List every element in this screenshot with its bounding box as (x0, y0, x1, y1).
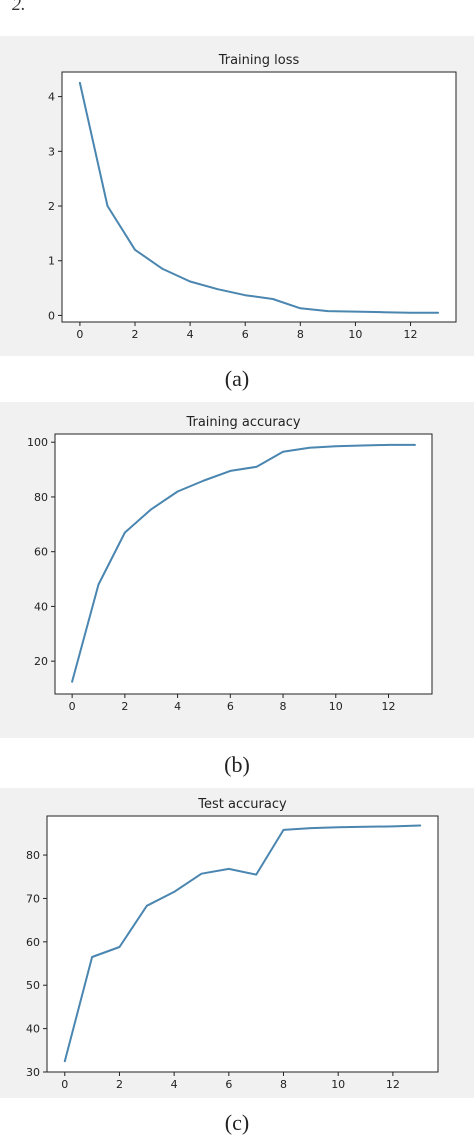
y-tick-label: 80 (26, 849, 40, 862)
x-tick-label: 10 (348, 328, 362, 341)
data-point (244, 294, 247, 296)
y-tick-label: 30 (26, 1066, 40, 1079)
data-point (387, 444, 390, 446)
data-point (255, 873, 257, 876)
y-tick-label: 3 (48, 145, 55, 158)
y-tick-label: 40 (26, 1023, 40, 1036)
y-tick-label: 1 (48, 255, 55, 268)
data-point (327, 310, 329, 312)
y-tick-label: 4 (48, 91, 55, 104)
data-point (337, 826, 339, 829)
chart-panel-training-loss: Training loss 0 2 4 6 8 10 12 0 1 2 3 4 (0, 36, 474, 356)
data-point (91, 956, 93, 958)
data-point (146, 905, 148, 907)
data-point (409, 311, 412, 314)
x-tick-label: 4 (187, 328, 194, 341)
data-point (437, 311, 439, 314)
data-point (134, 248, 136, 251)
data-point (203, 479, 205, 482)
x-tick-label: 10 (331, 1078, 345, 1091)
data-point (189, 280, 191, 283)
x-tick-label: 6 (227, 700, 234, 713)
y-tick-label: 40 (34, 600, 48, 613)
test-accuracy-chart: Test accuracy 0 2 4 6 8 10 12 30 40 50 60 70 80 (26, 797, 439, 1091)
data-point (354, 310, 357, 313)
corner-text: 2. (12, 0, 26, 14)
data-point (200, 872, 203, 875)
data-point (150, 508, 153, 511)
series-line (78, 81, 440, 314)
chart-panel-test-accuracy: Test accuracy 0 2 4 6 8 10 12 30 40 50 60 70 80 (0, 788, 474, 1098)
series-line (63, 824, 422, 1063)
caption-a: (a) (224, 366, 250, 391)
x-tick-label: 2 (121, 700, 128, 713)
x-tick-label: 12 (386, 1078, 400, 1091)
y-tick-label: 20 (34, 655, 48, 668)
data-point (361, 444, 363, 447)
data-point (176, 490, 179, 493)
caption-c: (c) (224, 1110, 250, 1135)
data-point (382, 311, 384, 313)
x-tick-label: 6 (242, 328, 249, 341)
x-tick-label: 4 (171, 1078, 178, 1091)
data-point (299, 307, 302, 310)
data-point (364, 826, 367, 828)
plot-area-frame (61, 71, 457, 323)
data-point (97, 583, 100, 586)
x-tick-label: 8 (280, 1078, 287, 1091)
data-point (216, 288, 219, 290)
chart-panel-training-accuracy: Training accuracy 0 2 4 6 8 10 12 20 40 60 80 100 (0, 402, 474, 738)
data-point (63, 1060, 66, 1062)
y-tick-label: 0 (48, 309, 55, 322)
y-tick-label: 100 (27, 436, 48, 449)
x-tick-label: 6 (225, 1078, 232, 1091)
x-tick-label: 0 (69, 700, 76, 713)
data-point (308, 446, 311, 449)
x-tick-label: 12 (404, 328, 418, 341)
caption-b: (b) (224, 752, 250, 777)
data-point (282, 450, 284, 453)
x-tick-label: 8 (297, 328, 304, 341)
y-tick-label: 50 (26, 979, 40, 992)
data-point (71, 680, 73, 683)
data-point (124, 531, 126, 534)
training-accuracy-chart: Training accuracy 0 2 4 6 8 10 12 20 40 60 80 100 (27, 415, 433, 713)
data-point (419, 824, 422, 827)
data-point (79, 82, 81, 84)
x-tick-label: 2 (116, 1078, 123, 1091)
data-point (310, 827, 312, 829)
x-tick-label: 4 (174, 700, 181, 713)
data-point (334, 445, 337, 448)
y-tick-label: 60 (34, 546, 48, 559)
data-point (228, 868, 230, 870)
data-point (118, 946, 121, 948)
data-point (229, 470, 232, 472)
chart-title: Training loss (218, 53, 300, 68)
y-tick-label: 70 (26, 892, 40, 905)
data-point (414, 444, 416, 446)
plot-area-frame (46, 815, 439, 1073)
x-tick-label: 12 (382, 700, 396, 713)
data-point (392, 825, 394, 828)
data-point (282, 829, 285, 831)
x-tick-label: 8 (280, 700, 287, 713)
data-point (255, 466, 258, 468)
series-line (71, 443, 416, 683)
data-point (106, 205, 109, 207)
data-point (173, 891, 175, 893)
x-tick-label: 0 (61, 1078, 68, 1091)
data-point (161, 268, 164, 270)
chart-title: Training accuracy (185, 415, 300, 430)
data-point (271, 298, 274, 300)
chart-title: Test accuracy (197, 797, 287, 812)
y-tick-label: 80 (34, 491, 48, 504)
y-tick-label: 2 (48, 200, 55, 213)
y-tick-label: 60 (26, 936, 40, 949)
plot-area-frame (54, 433, 433, 695)
x-tick-label: 2 (132, 328, 139, 341)
x-tick-label: 0 (76, 328, 83, 341)
x-tick-label: 10 (329, 700, 343, 713)
